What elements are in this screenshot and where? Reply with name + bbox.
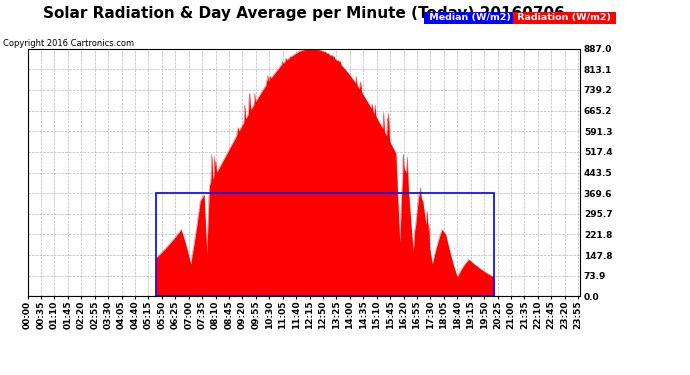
Bar [156,193,493,296]
Text: Solar Radiation & Day Average per Minute (Today) 20160706: Solar Radiation & Day Average per Minute… [43,6,564,21]
Text: Copyright 2016 Cartronics.com: Copyright 2016 Cartronics.com [3,39,135,48]
Text: Radiation (W/m2): Radiation (W/m2) [514,13,614,22]
Text: Median (W/m2): Median (W/m2) [426,13,514,22]
